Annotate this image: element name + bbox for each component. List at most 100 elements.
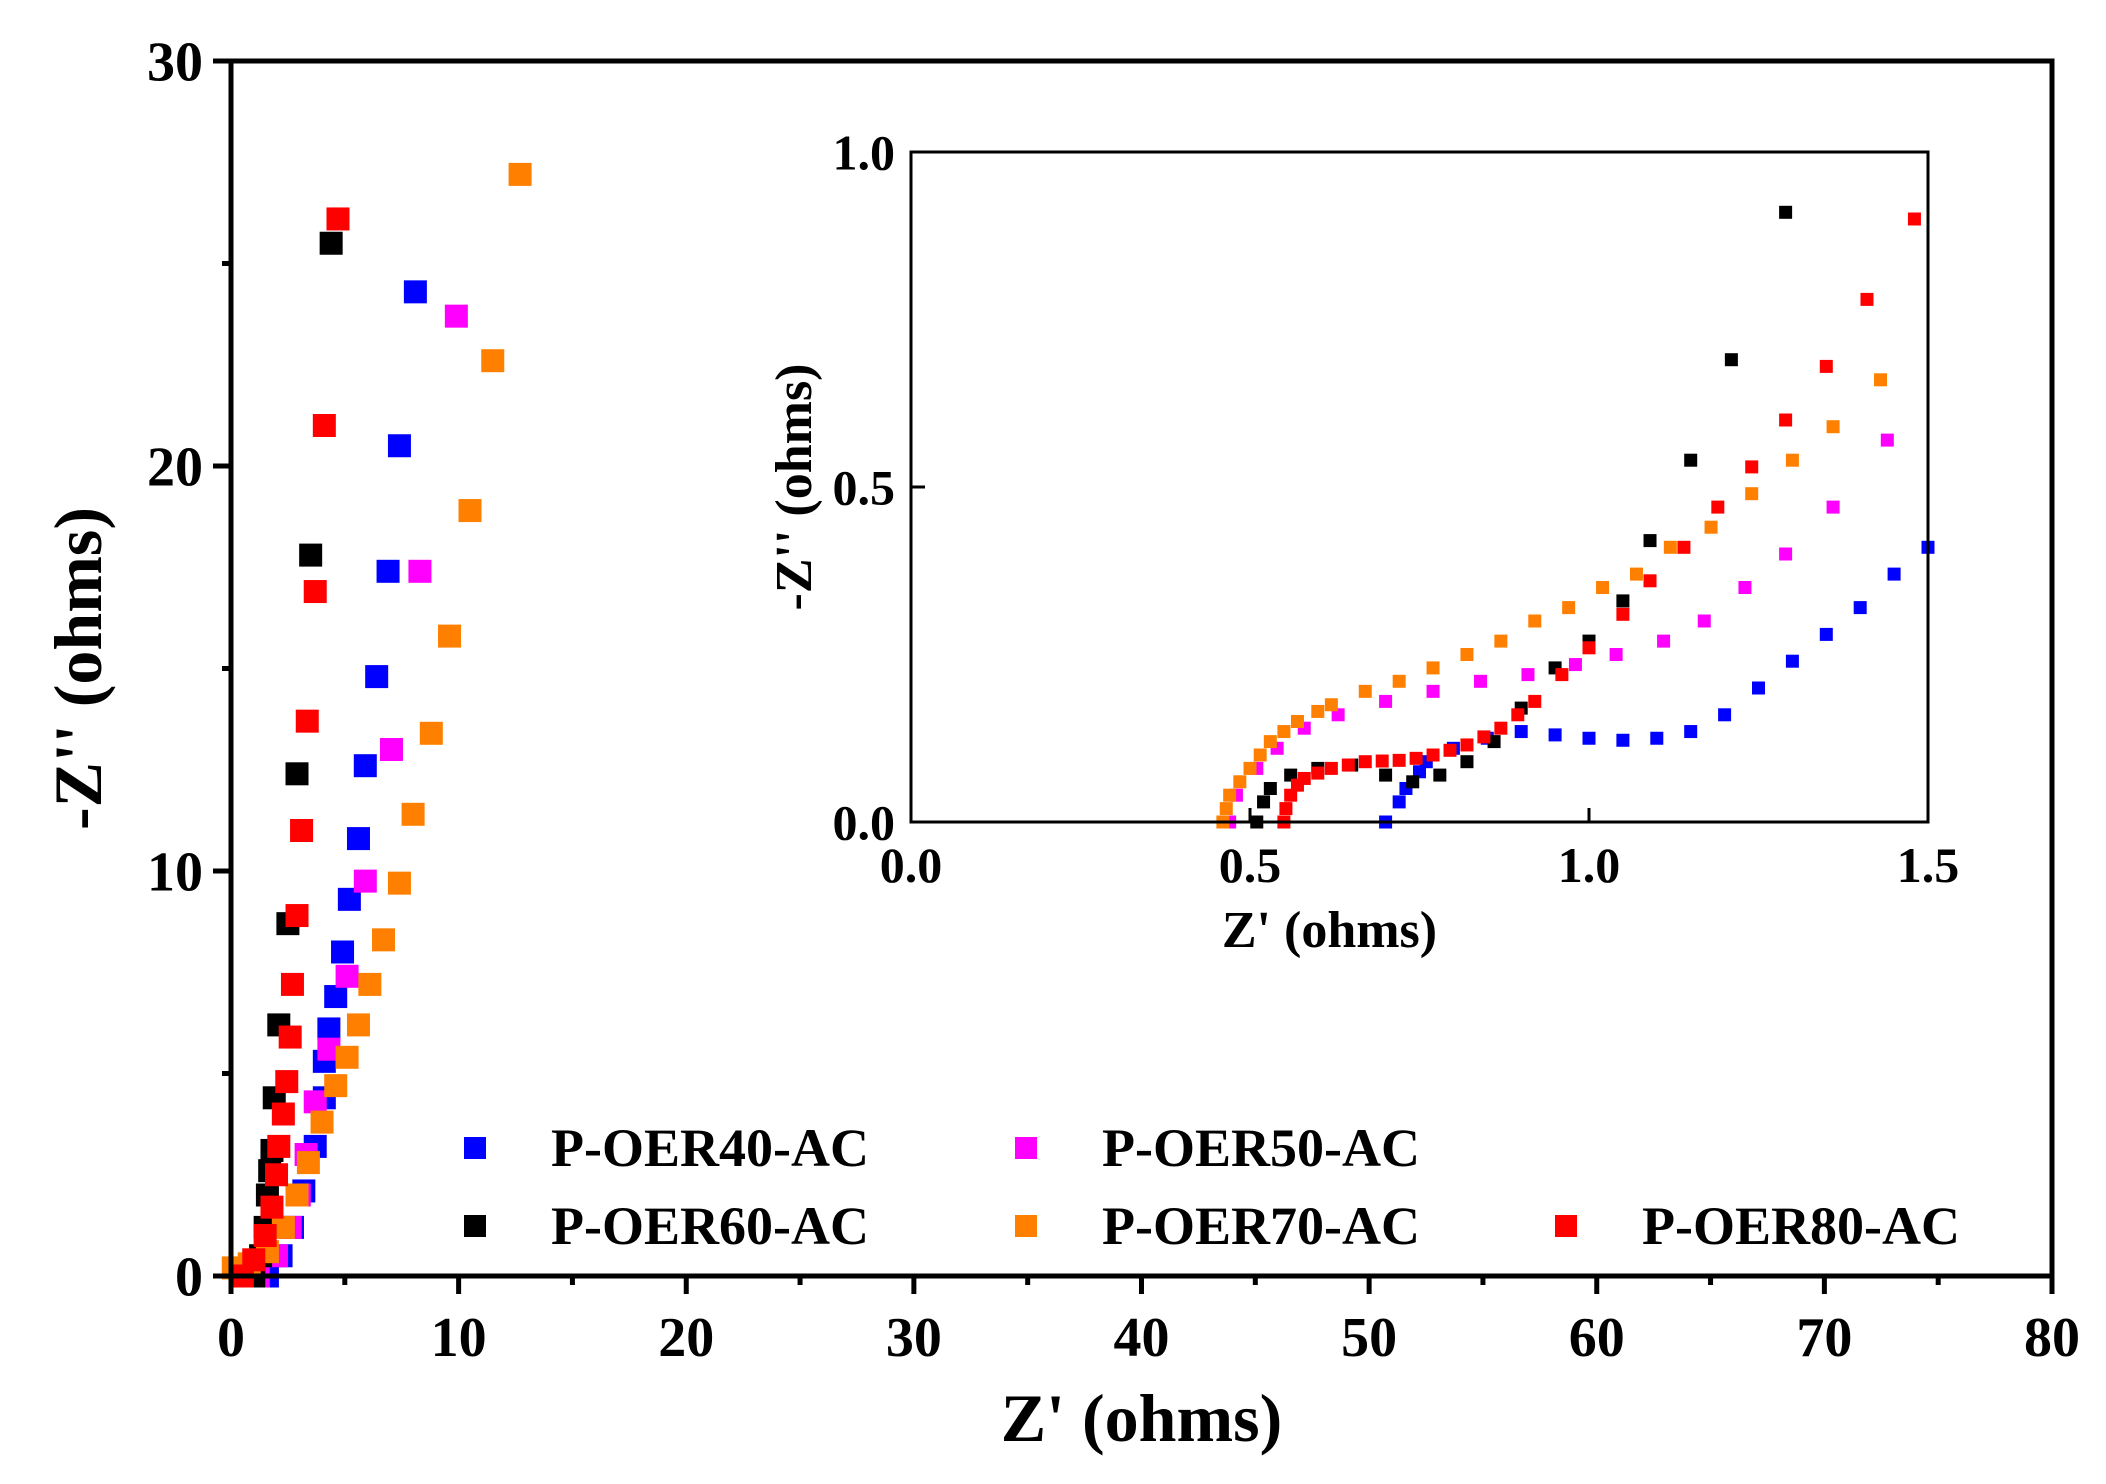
data-point-p-oer50-ac xyxy=(1738,581,1752,594)
inset-plot: 0.0 0.5 1.0 1.5 0.0 0.5 1.0 Z' (ohms) -Z'' (ohms… xyxy=(766,125,1959,960)
data-point-p-oer80-ac xyxy=(1324,761,1338,775)
data-point-p-oer70-ac xyxy=(346,1013,370,1037)
data-point-p-oer60-ac xyxy=(1284,768,1298,782)
data-point-p-oer60-ac xyxy=(1263,782,1277,795)
data-point-p-oer70-ac xyxy=(372,928,396,952)
data-point-p-oer80-ac xyxy=(1616,607,1630,621)
data-point-p-oer70-ac xyxy=(1785,453,1799,467)
data-point-p-oer70-ac xyxy=(1358,684,1372,698)
data-point-p-oer80-ac xyxy=(1819,359,1833,373)
data-point-p-oer40-ac xyxy=(1819,627,1833,641)
data-point-p-oer50-ac xyxy=(303,1090,327,1114)
legend-label: P-OER50-AC xyxy=(1102,1118,1420,1178)
data-point-p-oer50-ac xyxy=(1779,547,1793,561)
data-point-p-oer70-ac xyxy=(438,624,462,648)
data-point-p-oer70-ac xyxy=(1528,614,1542,628)
data-point-p-oer70-ac xyxy=(1243,761,1257,775)
data-point-p-oer70-ac xyxy=(1290,715,1304,728)
data-point-p-oer70-ac xyxy=(1263,735,1277,749)
data-point-p-oer80-ac xyxy=(1297,771,1311,785)
x-tick-label: 1.0 xyxy=(1558,837,1621,893)
data-point-p-oer40-ac xyxy=(1887,567,1901,581)
data-point-p-oer60-ac xyxy=(1616,594,1630,608)
data-point-p-oer80-ac xyxy=(1284,788,1298,802)
legend-label: P-OER60-AC xyxy=(551,1196,869,1256)
data-point-p-oer50-ac xyxy=(1609,648,1623,661)
data-point-p-oer80-ac xyxy=(1643,574,1657,588)
data-point-p-oer70-ac xyxy=(1460,648,1474,661)
data-point-p-oer50-ac xyxy=(1521,668,1535,682)
data-point-p-oer40-ac xyxy=(1853,601,1867,615)
y-tick-label: 0 xyxy=(175,1247,203,1309)
data-point-p-oer40-ac xyxy=(346,827,370,851)
x-tick-label: 1.5 xyxy=(1897,837,1960,893)
data-point-p-oer50-ac xyxy=(1474,674,1488,688)
data-point-p-oer70-ac xyxy=(1562,601,1576,615)
data-point-p-oer80-ac xyxy=(1745,460,1759,474)
y-tick-label: 1.0 xyxy=(833,125,896,181)
data-point-p-oer60-ac xyxy=(1379,768,1393,782)
data-point-p-oer60-ac xyxy=(1257,795,1271,809)
data-point-p-oer70-ac xyxy=(1663,540,1677,554)
data-point-p-oer80-ac xyxy=(1555,668,1569,682)
plot-frame xyxy=(909,150,1930,824)
data-point-p-oer70-ac xyxy=(285,1183,309,1207)
data-point-p-oer70-ac xyxy=(508,162,532,186)
data-point-p-oer80-ac xyxy=(1358,755,1372,769)
data-point-p-oer40-ac xyxy=(376,559,400,583)
data-point-p-oer50-ac xyxy=(1657,634,1671,648)
data-point-p-oer80-ac xyxy=(326,207,350,231)
data-point-p-oer70-ac xyxy=(1223,788,1237,802)
x-axis-title: Z' (ohms) xyxy=(1001,1380,1282,1456)
data-point-p-oer50-ac xyxy=(1379,694,1393,708)
legend-marker-p-oer70-ac xyxy=(1015,1215,1037,1237)
data-point-p-oer60-ac xyxy=(1487,735,1501,749)
data-point-p-oer80-ac xyxy=(265,1163,289,1187)
data-point-p-oer40-ac xyxy=(337,887,361,911)
data-point-p-oer70-ac xyxy=(1253,748,1267,762)
data-point-p-oer70-ac xyxy=(296,1151,320,1175)
main-plot: 0 10 20 30 40 50 60 70 80 0 10 20 30 Z' (ohms) -Z'' (o… xyxy=(40,32,2080,1456)
data-point-p-oer40-ac xyxy=(1392,795,1406,809)
y-axis-title: -Z'' (ohms) xyxy=(40,507,116,830)
y-tick-label: 0.0 xyxy=(833,795,896,851)
x-tick-label: 60 xyxy=(1569,1307,1625,1369)
data-point-p-oer40-ac xyxy=(1785,654,1799,668)
y-axis-title: -Z'' (ohms) xyxy=(766,364,823,611)
data-point-p-oer70-ac xyxy=(335,1045,359,1069)
data-point-p-oer70-ac xyxy=(1277,725,1291,739)
data-point-p-oer40-ac xyxy=(324,985,348,1009)
legend-label: P-OER80-AC xyxy=(1642,1196,1960,1256)
data-point-p-oer40-ac xyxy=(1548,728,1562,742)
data-point-p-oer40-ac xyxy=(1752,681,1765,695)
data-point-p-oer80-ac xyxy=(1341,758,1355,772)
data-point-p-oer70-ac xyxy=(358,972,382,996)
y-tick-label: 0.5 xyxy=(833,460,896,516)
data-point-p-oer50-ac xyxy=(353,869,377,893)
data-point-p-oer80-ac xyxy=(1443,743,1457,757)
data-point-p-oer70-ac xyxy=(1874,373,1888,387)
data-point-p-oer70-ac xyxy=(1233,775,1247,789)
data-point-p-oer70-ac xyxy=(1311,704,1325,718)
data-point-p-oer50-ac xyxy=(317,1037,341,1061)
data-point-p-oer60-ac xyxy=(1406,775,1420,789)
data-point-p-oer70-ac xyxy=(458,499,482,523)
data-point-p-oer80-ac xyxy=(267,1134,291,1158)
data-point-p-oer80-ac xyxy=(1460,738,1474,752)
data-point-p-oer50-ac xyxy=(1697,614,1711,628)
data-point-p-oer80-ac xyxy=(1907,212,1921,226)
data-point-p-oer80-ac xyxy=(1426,748,1440,762)
data-point-p-oer80-ac xyxy=(1375,754,1389,768)
data-point-p-oer70-ac xyxy=(324,1074,348,1098)
x-tick-label: 0 xyxy=(217,1307,245,1369)
data-point-p-oer40-ac xyxy=(403,280,427,304)
data-point-p-oer70-ac xyxy=(1426,661,1440,675)
data-point-p-oer80-ac xyxy=(1860,292,1874,306)
data-point-p-oer70-ac xyxy=(387,871,411,895)
data-point-p-oer60-ac xyxy=(1460,755,1474,769)
data-point-p-oer80-ac xyxy=(278,1025,302,1049)
data-point-p-oer50-ac xyxy=(408,559,432,583)
data-point-p-oer60-ac xyxy=(1433,768,1447,782)
